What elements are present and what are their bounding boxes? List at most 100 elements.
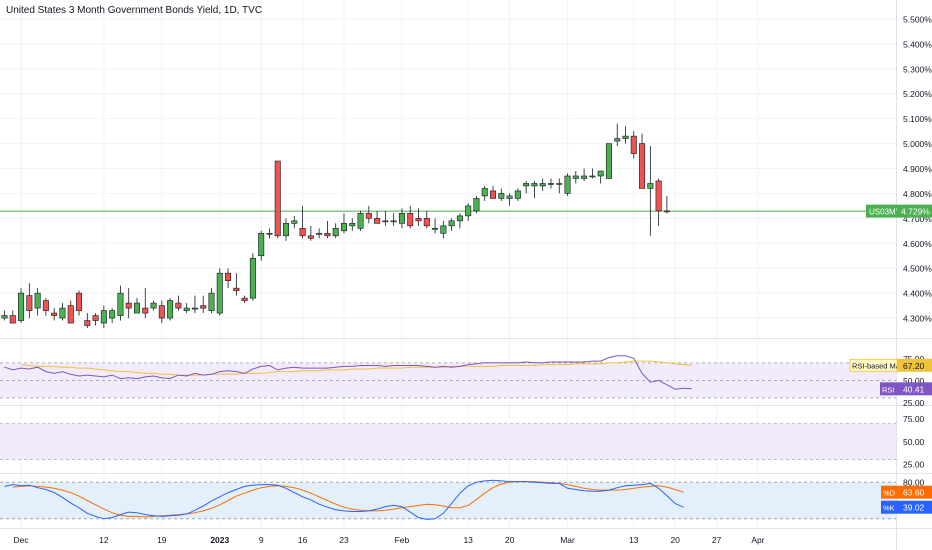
x-tick-label: Dec (13, 535, 29, 545)
candle-body (481, 188, 488, 197)
candle-body (249, 257, 256, 299)
candle-body (423, 218, 430, 227)
candle-body (167, 300, 174, 319)
symbol-label: US03MY (869, 208, 902, 217)
x-tick-label: 13 (629, 535, 639, 545)
y-tick-label: 5.400% (903, 39, 932, 49)
y-tick-label: 4.700% (903, 214, 932, 224)
stoch-k-value-box (897, 500, 932, 514)
candle-body (398, 213, 405, 224)
candle-body (556, 183, 563, 185)
x-tick-label: 16 (298, 535, 308, 545)
candle-body (663, 210, 670, 213)
x-tick-label: 13 (463, 535, 473, 545)
candle-body (117, 292, 124, 316)
candle-body (390, 220, 397, 223)
candle-body (630, 135, 637, 154)
candle-body (365, 213, 372, 219)
rsi-ma-value-box (897, 358, 932, 372)
candle-body (175, 302, 182, 309)
candle-body (564, 175, 571, 194)
x-tick-label: 20 (670, 535, 680, 545)
candle-body (340, 223, 347, 232)
candle-body (109, 310, 116, 319)
stoch-band (0, 482, 896, 519)
y-tick-label: 4.600% (903, 239, 932, 249)
candle-body (324, 233, 331, 237)
candle-body (208, 292, 215, 311)
stoch-k-line (4, 479, 684, 520)
x-tick-label: 27 (712, 535, 722, 545)
y-tick-label: 4.800% (903, 189, 932, 199)
candle-body (200, 305, 207, 309)
candle-body (639, 143, 646, 189)
candle-body (216, 272, 223, 314)
rsi-ma-line (21, 360, 692, 376)
candle-body (59, 307, 66, 319)
candle-body (547, 183, 554, 185)
candle-body (241, 297, 248, 301)
candle-body (514, 190, 521, 199)
candle-body (605, 143, 612, 179)
candle-body (18, 292, 25, 321)
y-tick-label: 5.100% (903, 114, 932, 124)
candle-body (150, 302, 157, 309)
candle-body (258, 233, 265, 257)
y-tick-label: 4.500% (903, 264, 932, 274)
rsi-tick-label: 25.00 (903, 398, 925, 408)
x-tick-label: 9 (259, 535, 264, 545)
rsi-tick-label: 50.00 (903, 376, 925, 386)
candle-body (42, 300, 49, 311)
candle-body (274, 160, 281, 237)
candle-body (225, 272, 232, 281)
y-tick-label: 4.900% (903, 164, 932, 174)
y-tick-label: 5.200% (903, 89, 932, 99)
candle-body (9, 315, 16, 324)
candle-body (76, 292, 83, 311)
candle-body (581, 175, 588, 179)
stoch-d-line (12, 481, 684, 518)
rsi-value-box (897, 382, 932, 396)
candle-body (415, 218, 422, 222)
stoch-k-tag-box (881, 500, 897, 514)
y-tick-label: 5.000% (903, 139, 932, 149)
x-tick-label: Feb (395, 535, 410, 545)
candle-body (440, 225, 447, 234)
candle-body (191, 307, 198, 310)
candle-body (266, 233, 273, 235)
rsi2-band (0, 423, 896, 460)
candle-body (498, 193, 505, 199)
candle-body (614, 138, 621, 142)
x-tick-label: 20 (505, 535, 515, 545)
candle-body (407, 213, 414, 227)
candle-body (307, 235, 314, 239)
y-tick-label: 5.500% (903, 14, 932, 24)
candle-body (183, 307, 190, 311)
candle-body (142, 307, 149, 314)
stoch-tick-label: 80.00 (903, 478, 925, 488)
candle-body (26, 295, 33, 311)
stoch-k-value: 39.02 (903, 503, 925, 513)
candle-body (1, 315, 8, 319)
candle-body (622, 135, 629, 139)
rsi-tag: RSI (882, 385, 895, 394)
rsi2-tick-label: 75.00 (903, 414, 925, 424)
candle-body (523, 183, 530, 187)
stoch-k-tag: %K (883, 504, 895, 513)
candle-body (490, 190, 497, 199)
candle-body (374, 218, 381, 224)
candle-body (100, 310, 107, 324)
candle-body (125, 302, 132, 309)
candle-body (456, 215, 463, 222)
last-price-box (897, 204, 932, 218)
chart-title: United States 3 Month Government Bonds Y… (6, 5, 263, 16)
stoch-d-value: 63.60 (903, 488, 925, 498)
x-tick-label: Apr (751, 535, 764, 545)
candle-body (432, 228, 439, 230)
x-tick-label: 19 (157, 535, 167, 545)
last-price-value: 4.729% (901, 207, 930, 217)
candle-body (92, 315, 99, 321)
candle-body (133, 302, 140, 314)
rsi-value: 40.41 (903, 384, 925, 394)
